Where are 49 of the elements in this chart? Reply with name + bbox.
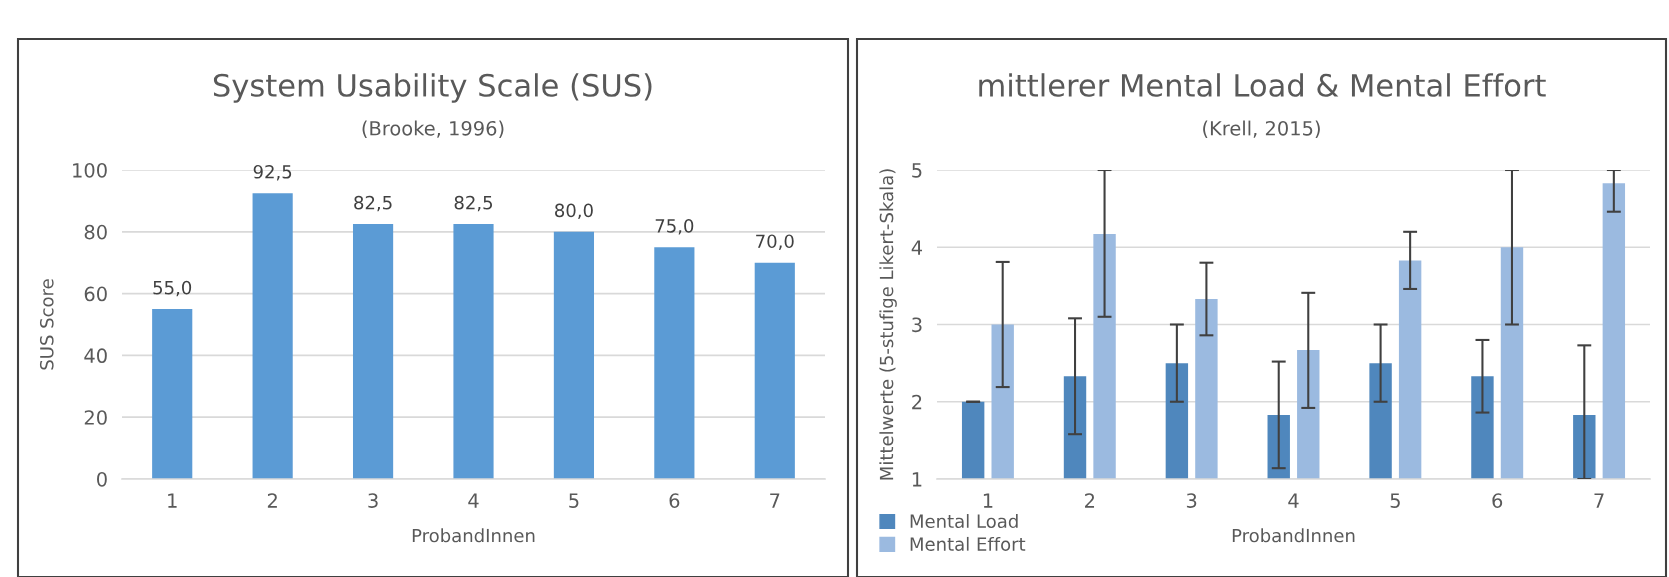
y-tick-label: 20 [84, 410, 107, 425]
x-axis-title: ProbandInnen [1232, 528, 1355, 543]
y-tick-label: 100 [73, 162, 107, 178]
bar [152, 309, 193, 479]
bar [654, 247, 695, 479]
x-tick-label: 7 [770, 493, 780, 508]
y-tick-label: 0 [97, 471, 107, 487]
bar [553, 231, 595, 479]
data-label: 82,5 [454, 195, 493, 212]
chart-subtitle: (Krell, 2015) [1203, 120, 1320, 138]
y-tick-label: 3 [912, 317, 922, 333]
chart-subtitle: (Brooke, 1996) [362, 120, 504, 138]
y-tick-label: 2 [912, 394, 922, 410]
x-tick-label: 7 [1594, 493, 1604, 508]
y-tick-label: 4 [911, 240, 923, 255]
legend-label: Mental Effort [910, 536, 1026, 551]
x-tick-label: 1 [168, 493, 177, 508]
x-tick-label: 2 [1085, 493, 1095, 508]
x-tick-label: 2 [267, 493, 277, 508]
x-axis-title: ProbandInnen [412, 528, 535, 543]
y-axis-title: Mittelwerte (5-stufige Likert-Skala) [879, 169, 897, 480]
y-tick-label: 1 [912, 472, 922, 487]
bar [352, 224, 394, 479]
legend-label: Mental Load [910, 514, 1018, 529]
x-tick-label: 4 [468, 493, 479, 508]
x-tick-label: 6 [1492, 493, 1503, 508]
data-label: 82,5 [354, 195, 392, 212]
chart-title: System Usability Scale (SUS) [213, 73, 652, 103]
data-label: 55,0 [153, 280, 192, 297]
y-tick-label: 80 [84, 224, 107, 240]
y-axis-title: SUS Score [39, 279, 54, 370]
y-tick-label: 60 [84, 286, 107, 302]
bar [252, 193, 293, 479]
data-label: 92,5 [253, 164, 292, 181]
x-tick-label: 5 [569, 493, 579, 508]
bar [453, 224, 494, 479]
x-tick-label: 5 [1390, 493, 1400, 508]
data-label: 75,0 [655, 218, 694, 235]
data-label: 80,0 [555, 203, 593, 220]
x-tick-label: 3 [368, 493, 378, 508]
data-label: 70,0 [756, 234, 794, 250]
x-tick-label: 6 [669, 493, 680, 508]
x-tick-label: 1 [983, 493, 993, 508]
bar [754, 262, 795, 479]
x-tick-label: 4 [1288, 493, 1299, 508]
chart-title: mittlerer Mental Load & Mental Effort [979, 73, 1546, 97]
y-tick-label: 40 [84, 348, 107, 364]
y-tick-label: 5 [912, 163, 922, 178]
x-tick-label: 3 [1186, 493, 1197, 508]
